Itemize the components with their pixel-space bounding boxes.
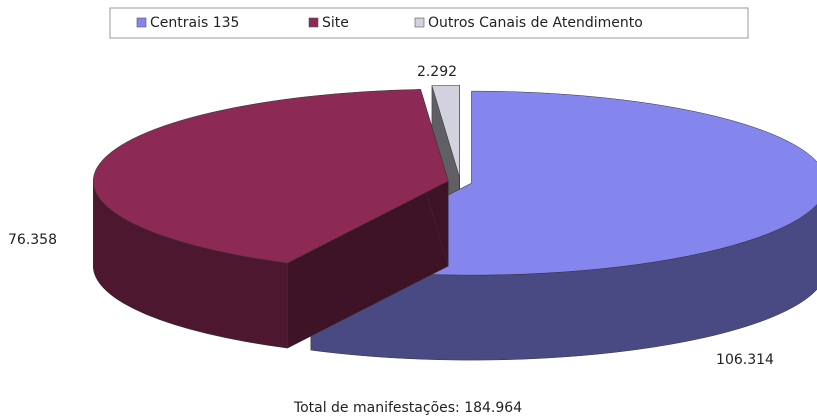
- slice: [92, 89, 449, 264]
- slice: [431, 84, 460, 178]
- footer: Total de manifestações: 184.964: [293, 400, 522, 416]
- legend-box: [109, 7, 749, 39]
- data-label: 106.314: [716, 352, 774, 368]
- legend-swatch: [136, 17, 147, 28]
- legend-label: Centrais 135: [150, 15, 239, 31]
- data-label: 2.292: [417, 64, 457, 80]
- legend-swatch: [414, 17, 425, 28]
- data-label: 76.358: [8, 232, 57, 248]
- legend-label: Site: [322, 15, 349, 31]
- legend-label: Outros Canais de Atendimento: [428, 15, 643, 31]
- legend-swatch: [308, 17, 319, 28]
